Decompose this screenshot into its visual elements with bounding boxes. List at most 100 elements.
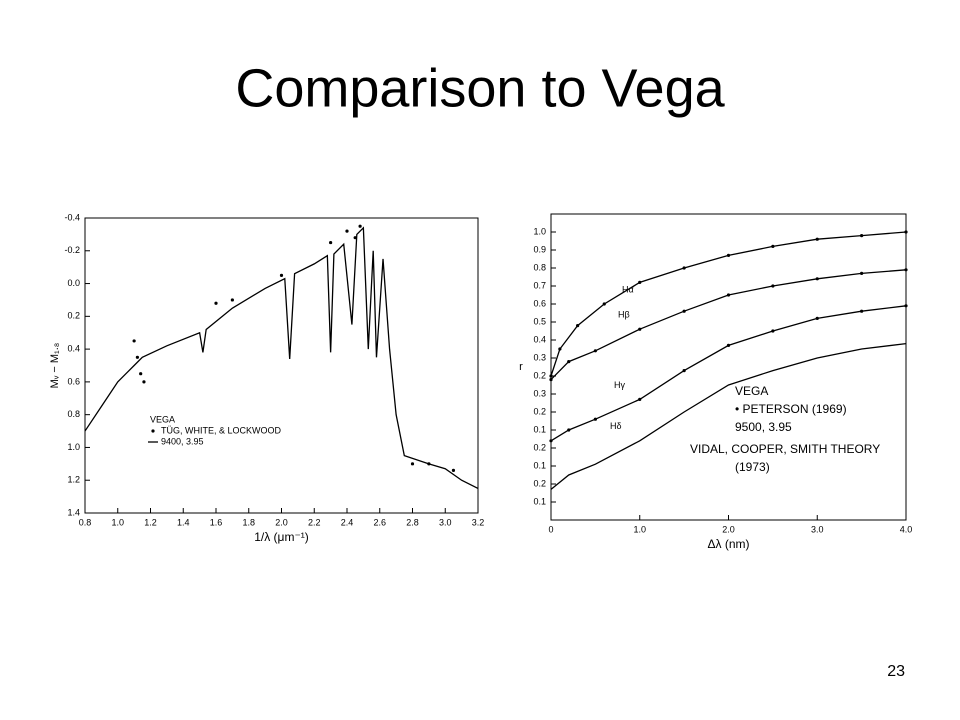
y-tick-label: 0.8 [67,409,80,419]
annotation: VIDAL, COOPER, SMITH THEORY [690,442,880,456]
y-tick-label: 0.9 [533,244,546,254]
y-tick-label: 0.4 [67,343,80,353]
y-axis-label: Mᵥ − M₁.₈ [49,343,61,389]
data-point [279,273,284,277]
curve-label: Hβ [618,310,630,320]
data-point [815,237,819,241]
data-point [593,417,597,421]
x-tick-label: 2.2 [308,517,321,527]
data-point [358,224,362,228]
data-point [638,327,642,331]
y-tick-label: 1.0 [67,442,80,452]
y-tick-label: 0.6 [67,376,80,386]
data-point [567,360,571,364]
data-point [726,343,731,347]
x-tick-label: 2.0 [275,517,288,527]
data-point [726,253,731,257]
data-point [904,304,908,308]
data-point [815,316,819,320]
data-point [558,347,562,351]
y-tick-label: 0.1 [533,460,546,470]
data-point [132,339,136,343]
x-tick-label: 2.8 [406,517,419,527]
y-tick-label: 0.2 [67,311,80,321]
legend-label: 9400, 3.95 [161,436,204,446]
data-point [593,349,597,353]
x-tick-label: 1.0 [633,524,646,534]
x-tick-label: 1.6 [210,517,223,527]
data-point [771,284,775,288]
y-tick-label: 0.8 [533,262,546,272]
annotation: 9500, 3.95 [735,420,792,434]
y-tick-label: -0.2 [64,245,80,255]
data-point [904,268,908,272]
data-point [602,302,606,306]
curve-label: Hδ [610,421,622,431]
data-point [410,462,415,466]
page-number: 23 [887,663,905,680]
x-tick-label: 3.0 [439,517,452,527]
y-tick-label: 0.2 [533,478,546,488]
x-tick-label: 0.8 [79,517,92,527]
x-axis-label: Δλ (nm) [707,537,749,551]
data-point [682,369,686,373]
data-point [638,280,642,284]
data-point [815,277,819,281]
annotation: (1973) [735,460,770,474]
data-point [860,271,864,275]
data-point [135,355,139,359]
y-tick-label: 0.3 [533,352,546,362]
data-point [142,380,146,384]
curve-label: Hγ [614,380,625,390]
x-tick-label: 1.4 [177,517,190,527]
y-tick-label: 0.5 [533,316,546,326]
y-tick-label: 0.4 [533,334,546,344]
data-point [682,266,686,270]
legend-title: VEGA [150,414,175,424]
series-line [84,226,479,489]
data-point [860,234,864,238]
y-tick-label: 1.2 [67,475,80,485]
data-point [549,374,553,378]
x-tick-label: 1.8 [242,517,255,527]
y-tick-label: 0.7 [533,280,546,290]
y-tick-label: 1.4 [67,507,80,517]
annotation: VEGA [735,384,768,398]
data-point [214,301,218,305]
legend-label: TÜG, WHITE, & LOCKWOOD [161,425,282,435]
series-line [550,269,907,381]
data-point [451,468,456,472]
curve-label: Hα [622,284,634,294]
plot-frame [84,217,479,514]
data-point [904,230,908,234]
x-tick-label: 2.4 [341,517,354,527]
x-tick-label: 3.0 [811,524,824,534]
legend-marker [151,429,155,433]
data-point [576,324,580,328]
y-tick-label: 0.3 [533,388,546,398]
data-point [726,293,731,297]
y-tick-label: 0.2 [533,370,546,380]
y-tick-label: -0.4 [64,212,80,222]
slide-title: Comparison to Vega [235,58,725,118]
data-point [329,240,333,245]
data-point [771,329,775,333]
data-point [345,229,349,233]
y-tick-label: 0.0 [67,278,80,288]
y-tick-label: 0.1 [533,424,546,434]
data-point [549,378,553,382]
data-point [230,298,234,302]
data-point [771,244,775,248]
x-tick-label: 2.0 [722,524,735,534]
x-tick-label: 1.2 [144,517,157,527]
data-point [549,439,553,443]
y-axis-label: r [519,361,523,373]
y-tick-label: 0.6 [533,298,546,308]
y-tick-label: 1.0 [533,226,546,236]
y-tick-label: 0.1 [533,496,546,506]
x-tick-label: 1.0 [111,517,124,527]
x-tick-label: 3.2 [472,517,485,527]
data-point [682,309,686,313]
